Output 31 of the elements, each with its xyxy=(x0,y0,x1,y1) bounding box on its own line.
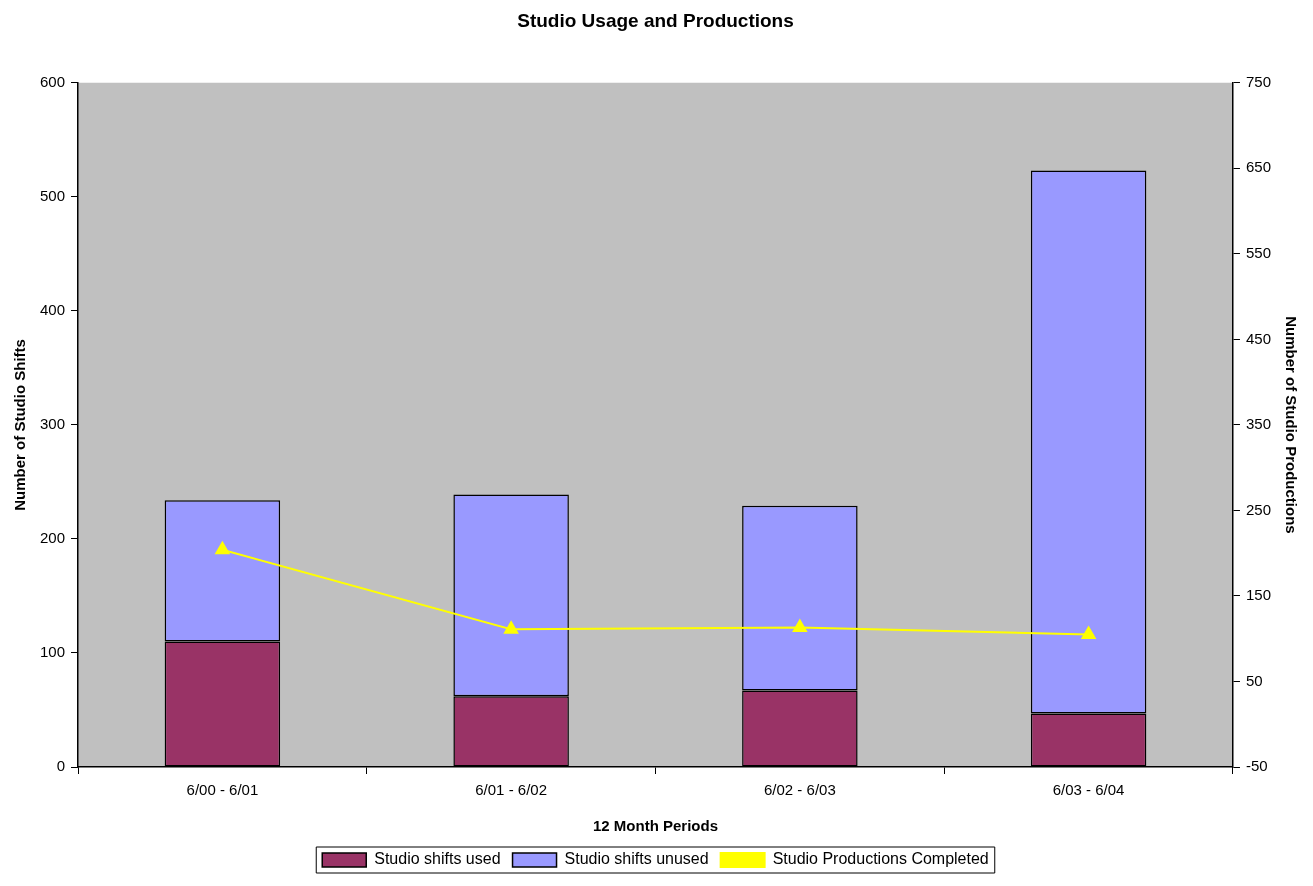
point xyxy=(1081,626,1096,639)
y2-tick-label: 250 xyxy=(1245,500,1271,518)
y-tick-label: 100 xyxy=(40,643,66,661)
y2-tick-label: 350 xyxy=(1245,415,1271,433)
x-tick-label: 6/00 - 6/01 xyxy=(186,781,259,799)
y-tick-label: 300 xyxy=(40,415,66,433)
y-axis-title: Number of Studio Shifts xyxy=(11,339,29,511)
y2-tick-label: 450 xyxy=(1245,329,1271,347)
point xyxy=(504,621,519,634)
y2-tick-label: 50 xyxy=(1245,671,1263,689)
y2-tick-label: -50 xyxy=(1245,757,1268,775)
y-tick-label: 600 xyxy=(40,72,66,90)
y-tick-label: 400 xyxy=(40,301,66,319)
y2-tick-label: 750 xyxy=(1245,72,1271,90)
x-tick-label: 6/02 - 6/03 xyxy=(764,781,836,799)
y2-axis-title: Number of Studio Productions xyxy=(1282,316,1300,534)
chart-title: Studio Usage and Productions xyxy=(517,9,794,31)
legend-label: Studio shifts unused xyxy=(564,850,709,868)
y2-tick-label: 150 xyxy=(1245,586,1271,604)
y-tick-label: 200 xyxy=(40,529,66,547)
point xyxy=(792,619,807,633)
legend-label: Studio Productions Completed xyxy=(772,850,989,868)
y-tick-label: 500 xyxy=(40,186,66,204)
y2-tick-label: 650 xyxy=(1245,158,1271,176)
y-tick-label: 0 xyxy=(56,757,66,775)
point xyxy=(215,541,230,555)
legend-label: Studio shifts used xyxy=(374,850,501,868)
x-tick-label: 6/03 - 6/04 xyxy=(1052,781,1125,799)
x-tick-label: 6/01 - 6/02 xyxy=(475,781,547,799)
y2-tick-label: 550 xyxy=(1245,243,1271,261)
x-axis-title: 12 Month Periods xyxy=(592,817,719,835)
